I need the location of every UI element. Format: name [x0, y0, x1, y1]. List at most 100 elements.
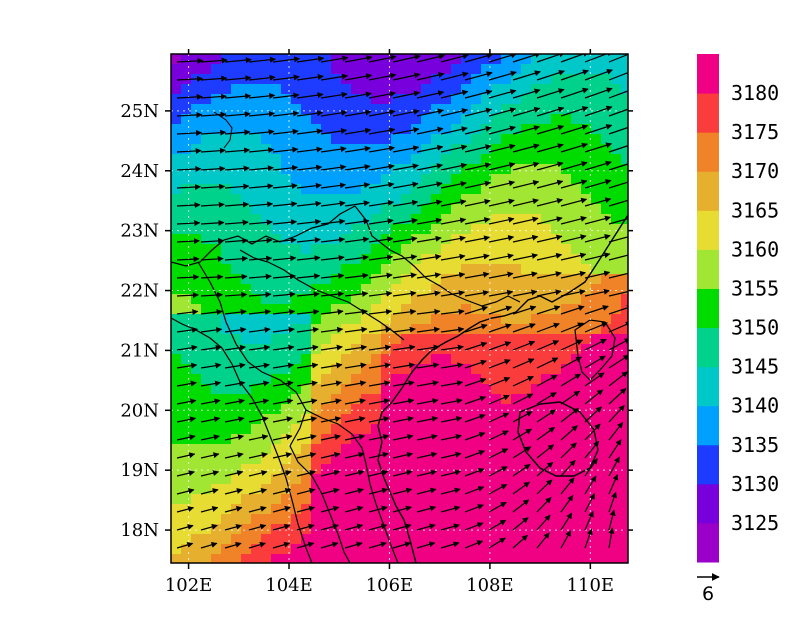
wind-vector-arrow	[512, 428, 532, 441]
wind-vector-arrow	[320, 254, 345, 261]
wind-vector-arrow	[176, 93, 203, 100]
wind-vector-arrow	[488, 289, 514, 297]
wind-vector-arrow	[320, 182, 347, 189]
wind-vector-arrow	[248, 74, 276, 81]
wind-vector-arrow	[440, 469, 462, 477]
wind-vector-arrow	[608, 199, 628, 207]
wind-vector-arrow	[584, 215, 611, 225]
colorbar-segment	[697, 366, 719, 407]
wind-vector-arrow	[248, 255, 273, 262]
wind-vector-arrow	[488, 216, 515, 225]
wind-vector-arrow	[248, 541, 266, 549]
wind-vector-arrow	[272, 255, 297, 262]
wind-vector-arrow	[224, 452, 244, 459]
wind-vector-arrow	[512, 143, 540, 153]
wind-vector-arrow	[392, 90, 421, 99]
wind-vector-arrow	[392, 487, 413, 495]
wind-vector-arrow	[536, 143, 564, 153]
wind-vector-arrow	[200, 524, 218, 531]
wind-vector-arrow	[464, 235, 491, 243]
wind-vector-arrow	[392, 433, 414, 441]
border-line-4	[171, 317, 313, 563]
wind-vector-arrow	[608, 421, 624, 441]
wind-vector-arrow	[272, 434, 293, 441]
wind-vector-arrow	[296, 237, 321, 243]
wind-vector-arrow	[320, 91, 348, 99]
wind-vector-arrow	[464, 431, 486, 441]
wind-vector-arrow	[536, 392, 557, 405]
wind-vector-arrow	[176, 238, 200, 245]
wind-vector-arrow	[224, 362, 246, 369]
wind-vector-arrow	[176, 380, 197, 387]
wind-vector-arrow	[512, 393, 534, 405]
wind-vector-arrow	[560, 270, 587, 279]
wind-vector-arrow	[584, 54, 614, 63]
wind-vector-arrow	[368, 200, 395, 207]
wind-vector-arrow	[200, 93, 227, 100]
wind-vector-arrow	[176, 292, 199, 299]
wind-vector-arrow	[368, 362, 391, 369]
wind-vector-arrow	[344, 398, 366, 405]
wind-vector-arrow	[536, 461, 554, 477]
wind-vector-arrow	[200, 57, 228, 64]
wind-vector-arrow	[224, 75, 252, 82]
wind-vector-arrow	[344, 469, 365, 477]
wind-vector-arrow	[560, 494, 574, 513]
wind-vector-arrow	[320, 505, 340, 513]
wind-vector-arrow	[392, 217, 418, 225]
wind-vector-arrow	[560, 425, 578, 441]
wind-vector-arrow	[512, 446, 532, 459]
wind-vector-arrow	[536, 179, 564, 189]
wind-vector-arrow	[344, 73, 373, 81]
wind-vector-arrow	[248, 129, 275, 136]
wind-vector-arrow	[416, 344, 440, 351]
wind-vector-arrow	[536, 374, 558, 387]
wind-vector-arrow	[560, 373, 582, 387]
wind-vector-arrow	[248, 273, 272, 280]
wind-vector-arrow	[440, 326, 465, 333]
wind-vector-arrow	[536, 426, 556, 441]
colorbar-label: 3155	[731, 276, 779, 300]
wind-vector-arrow	[320, 344, 343, 351]
wind-vector-arrow	[536, 69, 565, 81]
border-line-5	[239, 249, 405, 341]
wind-vector-arrow	[536, 198, 564, 207]
wind-vector-arrow	[392, 236, 418, 243]
wind-vector-arrow	[224, 219, 249, 226]
border-line-1	[354, 205, 521, 307]
wind-vector-arrow	[512, 234, 539, 243]
wind-vector-arrow	[296, 505, 316, 513]
wind-vector-arrow	[224, 291, 248, 298]
wind-vector-arrow	[464, 89, 493, 99]
reference-vector: 6	[697, 573, 720, 605]
colorbar: 3125 3130 3135 3140 3145 3150 3155 3160 3165 3170…	[697, 54, 779, 563]
wind-vector-arrow	[584, 87, 613, 99]
wind-vector-arrow	[296, 344, 319, 351]
wind-vector-arrow	[200, 416, 221, 423]
wind-vector-arrow	[344, 272, 369, 279]
wind-vector-arrow	[344, 290, 369, 297]
wind-vector-arrow	[320, 128, 348, 135]
wind-vector-arrow	[344, 164, 371, 171]
wind-vector-arrow	[392, 505, 412, 513]
wind-vector-arrow	[272, 380, 294, 387]
wind-vector-arrow	[176, 344, 198, 351]
wind-vector-arrow	[416, 90, 445, 99]
wind-vector-arrow	[584, 288, 610, 297]
wind-vector-arrow	[584, 493, 595, 513]
wind-vector-arrow	[296, 416, 318, 423]
wind-vector-arrow	[296, 380, 318, 387]
wind-vector-arrow	[320, 451, 341, 459]
wind-vector-arrow	[344, 109, 372, 117]
wind-vector-arrow	[272, 398, 294, 405]
wind-vector-arrow	[488, 271, 514, 279]
wind-vector-arrow	[536, 88, 565, 99]
wind-vector-arrow	[440, 126, 468, 135]
wind-vector-arrow	[368, 218, 394, 225]
wind-vector-arrow	[512, 271, 538, 279]
y-tick-label: 23N	[120, 221, 159, 242]
wind-vector-arrow	[296, 146, 323, 153]
colorbar-segment	[697, 132, 719, 172]
wind-vector-arrow	[440, 162, 468, 171]
